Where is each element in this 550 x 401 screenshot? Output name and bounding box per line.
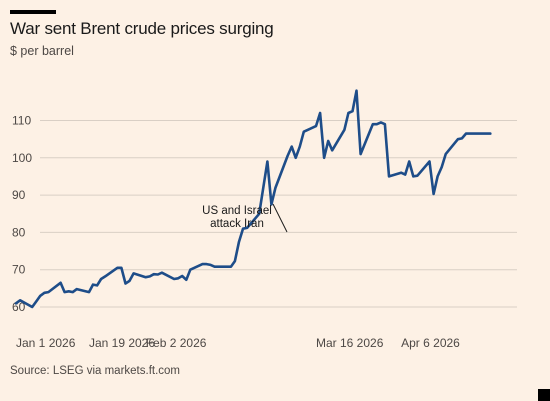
chart-title: War sent Brent crude prices surging [10,19,274,38]
annotation-connector [272,203,288,233]
y-tick-label: 90 [12,188,26,202]
x-tick-label: Mar 16 2026 [316,336,384,350]
x-tick-label: Apr 6 2026 [401,336,460,350]
annotation-text: attack Iran [210,218,264,230]
brent-price-line [14,89,492,309]
x-tick-label: Jan 1 2026 [16,336,76,350]
source-note: Source: LSEG via markets.ft.com [10,365,181,377]
y-tick-label: 110 [12,114,31,128]
ft-logo-icon [538,389,550,401]
annotation-text: US and Israel [202,205,272,217]
y-tick-label: 100 [12,151,32,165]
x-tick-label: Feb 2 2026 [146,336,207,350]
y-tick-label: 80 [12,225,26,239]
chart-unit-label: $ per barrel [10,44,74,58]
x-tick-label: Jan 19 2026 [89,336,155,350]
y-tick-label: 70 [12,263,26,277]
ft-top-rule [10,10,56,14]
